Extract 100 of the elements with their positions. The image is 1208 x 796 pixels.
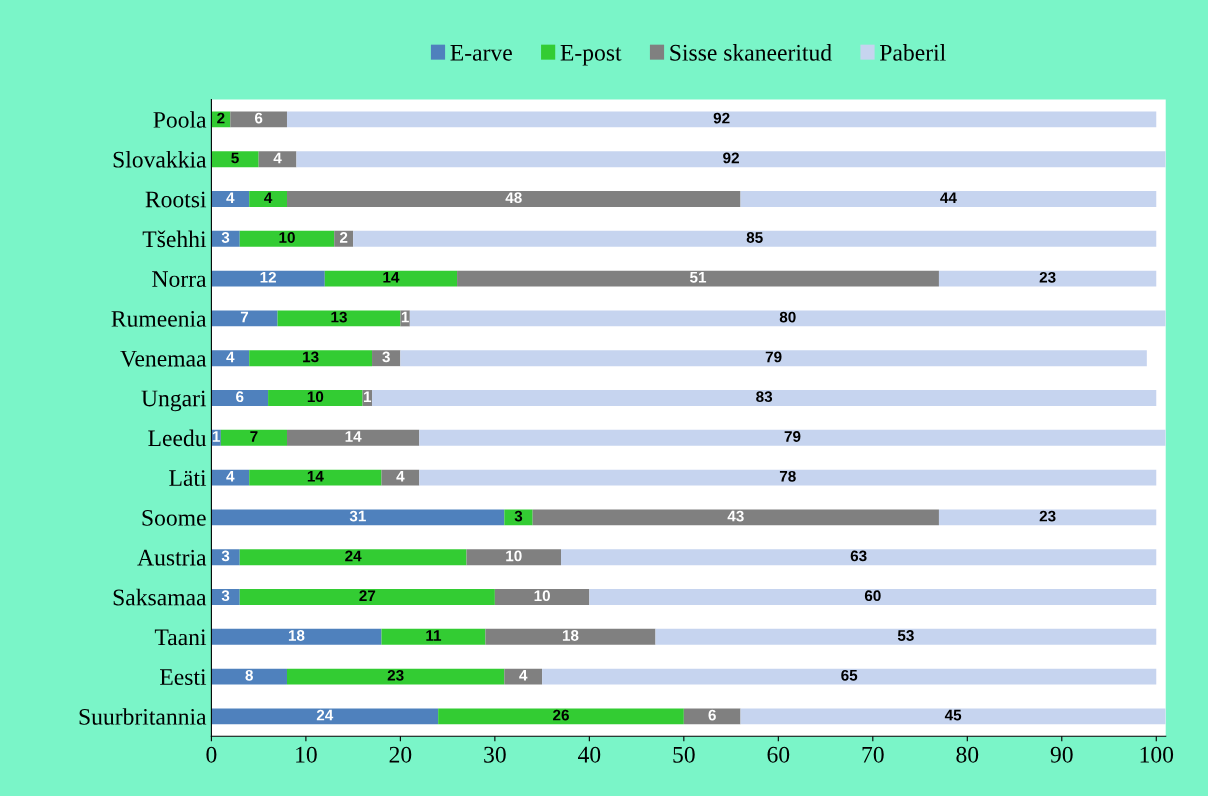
bar <box>504 668 543 685</box>
bar <box>286 111 1157 128</box>
data-label: 6 <box>254 112 263 124</box>
x-tick-label: 0 <box>206 746 217 763</box>
bar <box>740 708 1166 725</box>
bar <box>485 628 656 645</box>
data-label: 4 <box>226 471 235 482</box>
bar <box>249 191 287 207</box>
data-label: 18 <box>562 630 579 641</box>
data-label: 10 <box>279 232 295 243</box>
data-label: 92 <box>713 112 730 124</box>
legend-label: E-post <box>560 45 622 66</box>
bar <box>220 429 287 446</box>
data-label: 43 <box>727 510 744 522</box>
data-label: 4 <box>226 351 235 363</box>
y-tick-label: Norra <box>152 271 207 288</box>
y-tick-label: Venemaa <box>120 350 207 367</box>
bar <box>249 469 382 486</box>
y-tick-label: Saksamaa <box>113 588 207 606</box>
data-label: 23 <box>1039 510 1056 522</box>
data-label: 60 <box>864 590 881 602</box>
bar <box>655 628 1157 645</box>
y-tick-label: Ungari <box>141 390 207 412</box>
bar <box>438 708 684 725</box>
data-label: 23 <box>387 669 404 681</box>
bar <box>494 589 590 605</box>
data-label: 78 <box>779 470 796 482</box>
data-label: 79 <box>765 351 782 363</box>
data-label: 4 <box>273 152 282 164</box>
data-label: 13 <box>331 311 347 323</box>
bar <box>296 151 1166 168</box>
bar <box>457 270 939 287</box>
x-tick-label: 60 <box>767 746 790 763</box>
bar <box>277 310 401 327</box>
data-label: 2 <box>217 112 225 124</box>
bar <box>211 191 250 207</box>
data-label: 11 <box>426 630 442 641</box>
x-tick-label: 20 <box>389 746 412 763</box>
y-tick-label: Poola <box>153 111 207 128</box>
x-tick-label: 100 <box>1140 746 1174 763</box>
data-label: 6 <box>708 709 716 721</box>
data-label: 14 <box>383 272 400 283</box>
y-tick-label: Eesti <box>160 669 207 686</box>
data-label: 53 <box>897 630 914 641</box>
data-label: 44 <box>940 192 957 203</box>
bar <box>211 509 505 526</box>
x-tick-label: 30 <box>484 746 506 763</box>
data-label: 1 <box>401 311 409 323</box>
x-tick-label: 70 <box>862 746 884 763</box>
bar <box>542 668 1157 685</box>
x-tick-label: 50 <box>673 746 695 763</box>
data-label: 26 <box>553 709 569 721</box>
y-tick-label: Slovakkia <box>113 151 207 168</box>
bar <box>372 350 401 367</box>
data-label: 7 <box>250 431 258 442</box>
data-label: 23 <box>1039 271 1056 283</box>
x-tick-label: 80 <box>956 746 979 763</box>
bar <box>211 390 269 406</box>
bar <box>400 350 1147 367</box>
bar <box>419 469 1157 486</box>
legend-label: E-arve <box>450 45 512 61</box>
data-label: 45 <box>944 709 962 721</box>
y-tick-label: Soome <box>142 509 206 526</box>
bar <box>504 509 533 526</box>
data-label: 92 <box>723 152 739 164</box>
bar <box>211 668 287 685</box>
legend-label: Paberil <box>880 44 946 61</box>
x-tick-label: 10 <box>296 746 317 763</box>
data-label: 3 <box>221 550 230 562</box>
data-label: 14 <box>345 431 362 442</box>
data-label: 1 <box>212 431 220 442</box>
y-tick-label: Leedu <box>148 429 207 447</box>
bar <box>211 270 325 287</box>
data-label: 7 <box>240 311 249 323</box>
data-label: 10 <box>534 590 550 602</box>
data-label: 85 <box>746 232 763 243</box>
bar <box>211 350 250 367</box>
data-label: 13 <box>303 351 319 363</box>
bar <box>353 230 1157 247</box>
bar <box>589 589 1157 605</box>
data-label: 65 <box>841 669 858 681</box>
bar <box>258 151 297 168</box>
bar <box>532 509 939 526</box>
data-label: 4 <box>226 192 235 203</box>
data-label: 4 <box>396 471 405 482</box>
data-label: 3 <box>221 232 230 243</box>
bar <box>286 191 741 207</box>
x-tick-label: 40 <box>578 746 601 763</box>
bar <box>740 191 1157 207</box>
y-tick-label: Tšehhi <box>142 230 207 248</box>
data-label: 3 <box>514 510 523 522</box>
data-label: 5 <box>231 152 239 164</box>
bar <box>561 549 1157 566</box>
data-label: 6 <box>236 391 244 403</box>
bar <box>938 509 1157 526</box>
bar <box>211 230 240 247</box>
data-label: 27 <box>359 590 376 601</box>
x-tick-label: 90 <box>1050 746 1073 763</box>
y-tick-label: Läti <box>169 470 207 487</box>
data-label: 3 <box>382 351 390 363</box>
